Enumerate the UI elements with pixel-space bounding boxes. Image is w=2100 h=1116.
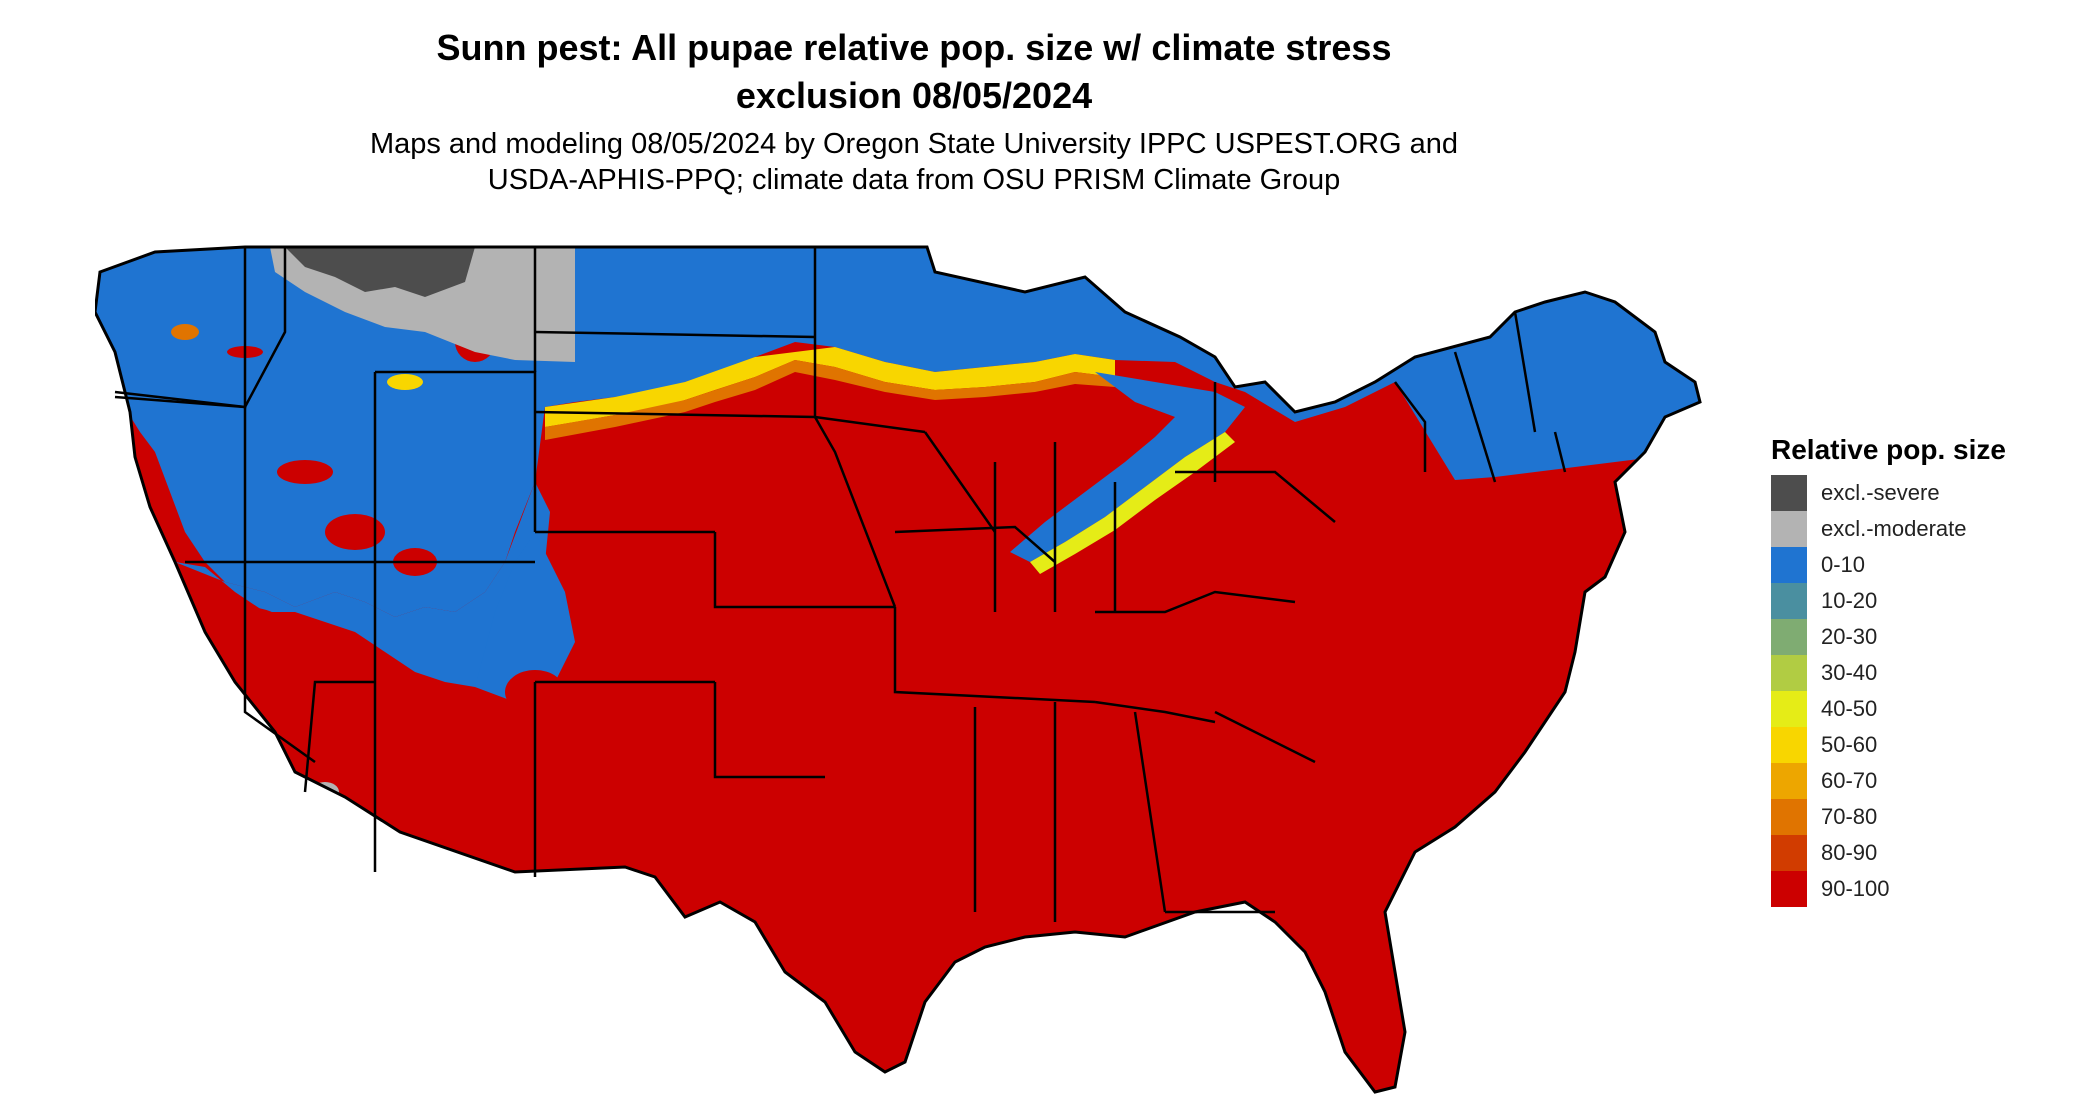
- legend-swatch: [1771, 871, 1807, 907]
- subtitle-line-2: USDA-APHIS-PPQ; climate data from OSU PR…: [487, 164, 1341, 196]
- legend-items: excl.-severe excl.-moderate 0-10 10-20 20-30…: [1771, 475, 2091, 907]
- legend-label: 60-70: [1821, 768, 1878, 793]
- legend-swatch: [1771, 547, 1807, 583]
- mountain-zone-colorado: [475, 532, 575, 702]
- transition-zone-north: [545, 347, 1115, 427]
- legend-item: 90-100: [1771, 871, 2091, 907]
- legend-swatch: [1771, 763, 1807, 799]
- legend-swatch: [1771, 619, 1807, 655]
- legend-label: 10-20: [1821, 588, 1878, 613]
- legend-item: 70-80: [1771, 799, 2091, 835]
- legend-title: Relative pop. size: [1771, 434, 2006, 465]
- state-borders: [114, 247, 1567, 922]
- legend-item: 10-20: [1771, 583, 2091, 619]
- legend-swatch: [1771, 691, 1807, 727]
- legend-label: 20-30: [1821, 624, 1878, 649]
- legend-item: 60-70: [1771, 763, 2091, 799]
- legend-label: 30-40: [1821, 660, 1878, 685]
- mountain-zone-west: [175, 482, 550, 687]
- legend-item: 80-90: [1771, 835, 2091, 871]
- map-subtitle: Maps and modeling 08/05/2024 by Oregon S…: [0, 126, 1828, 198]
- legend-label: 80-90: [1821, 840, 1878, 865]
- legend-swatch: [1771, 727, 1807, 763]
- legend-label: excl.-severe: [1821, 480, 1940, 505]
- map-title: Sunn pest: All pupae relative pop. size …: [0, 24, 1828, 120]
- legend-label: 50-60: [1821, 732, 1878, 757]
- us-pest-map: [95, 245, 1702, 1094]
- legend-label: 70-80: [1821, 804, 1878, 829]
- subtitle-line-1: Maps and modeling 08/05/2024 by Oregon S…: [369, 128, 1459, 160]
- legend-swatch: [1771, 511, 1807, 547]
- heat-fill: [95, 247, 1700, 1092]
- transition-zone-north-orange: [545, 360, 1115, 440]
- legend-item: 50-60: [1771, 727, 2091, 763]
- legend-item: 20-30: [1771, 619, 2091, 655]
- legend: Relative pop. size excl.-severe excl.-mod…: [1771, 433, 2091, 907]
- legend-item: 40-50: [1771, 691, 2091, 727]
- legend-item: excl.-severe: [1771, 475, 2091, 511]
- appalachian-transition: [1030, 432, 1235, 574]
- legend-item: 30-40: [1771, 655, 2091, 691]
- legend-item: 0-10: [1771, 547, 2091, 583]
- legend-label: 40-50: [1821, 696, 1878, 721]
- appalachian-zone: [1010, 372, 1245, 562]
- legend-swatch: [1771, 835, 1807, 871]
- legend-label: excl.-moderate: [1821, 516, 1967, 541]
- excl-severe-zone: [285, 247, 475, 297]
- legend-label: 90-100: [1821, 876, 1890, 901]
- legend-swatch: [1771, 583, 1807, 619]
- legend-swatch: [1771, 475, 1807, 511]
- legend-swatch: [1771, 655, 1807, 691]
- title-line-1: Sunn pest: All pupae relative pop. size …: [436, 27, 1392, 68]
- legend-label: 0-10: [1821, 552, 1866, 577]
- title-line-2: exclusion 08/05/2024: [735, 75, 1093, 116]
- legend-swatch: [1771, 799, 1807, 835]
- legend-item: excl.-moderate: [1771, 511, 2091, 547]
